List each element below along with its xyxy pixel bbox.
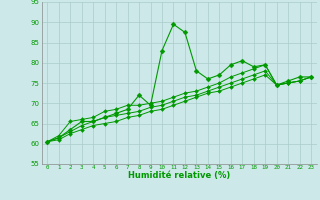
X-axis label: Humidité relative (%): Humidité relative (%) — [128, 171, 230, 180]
